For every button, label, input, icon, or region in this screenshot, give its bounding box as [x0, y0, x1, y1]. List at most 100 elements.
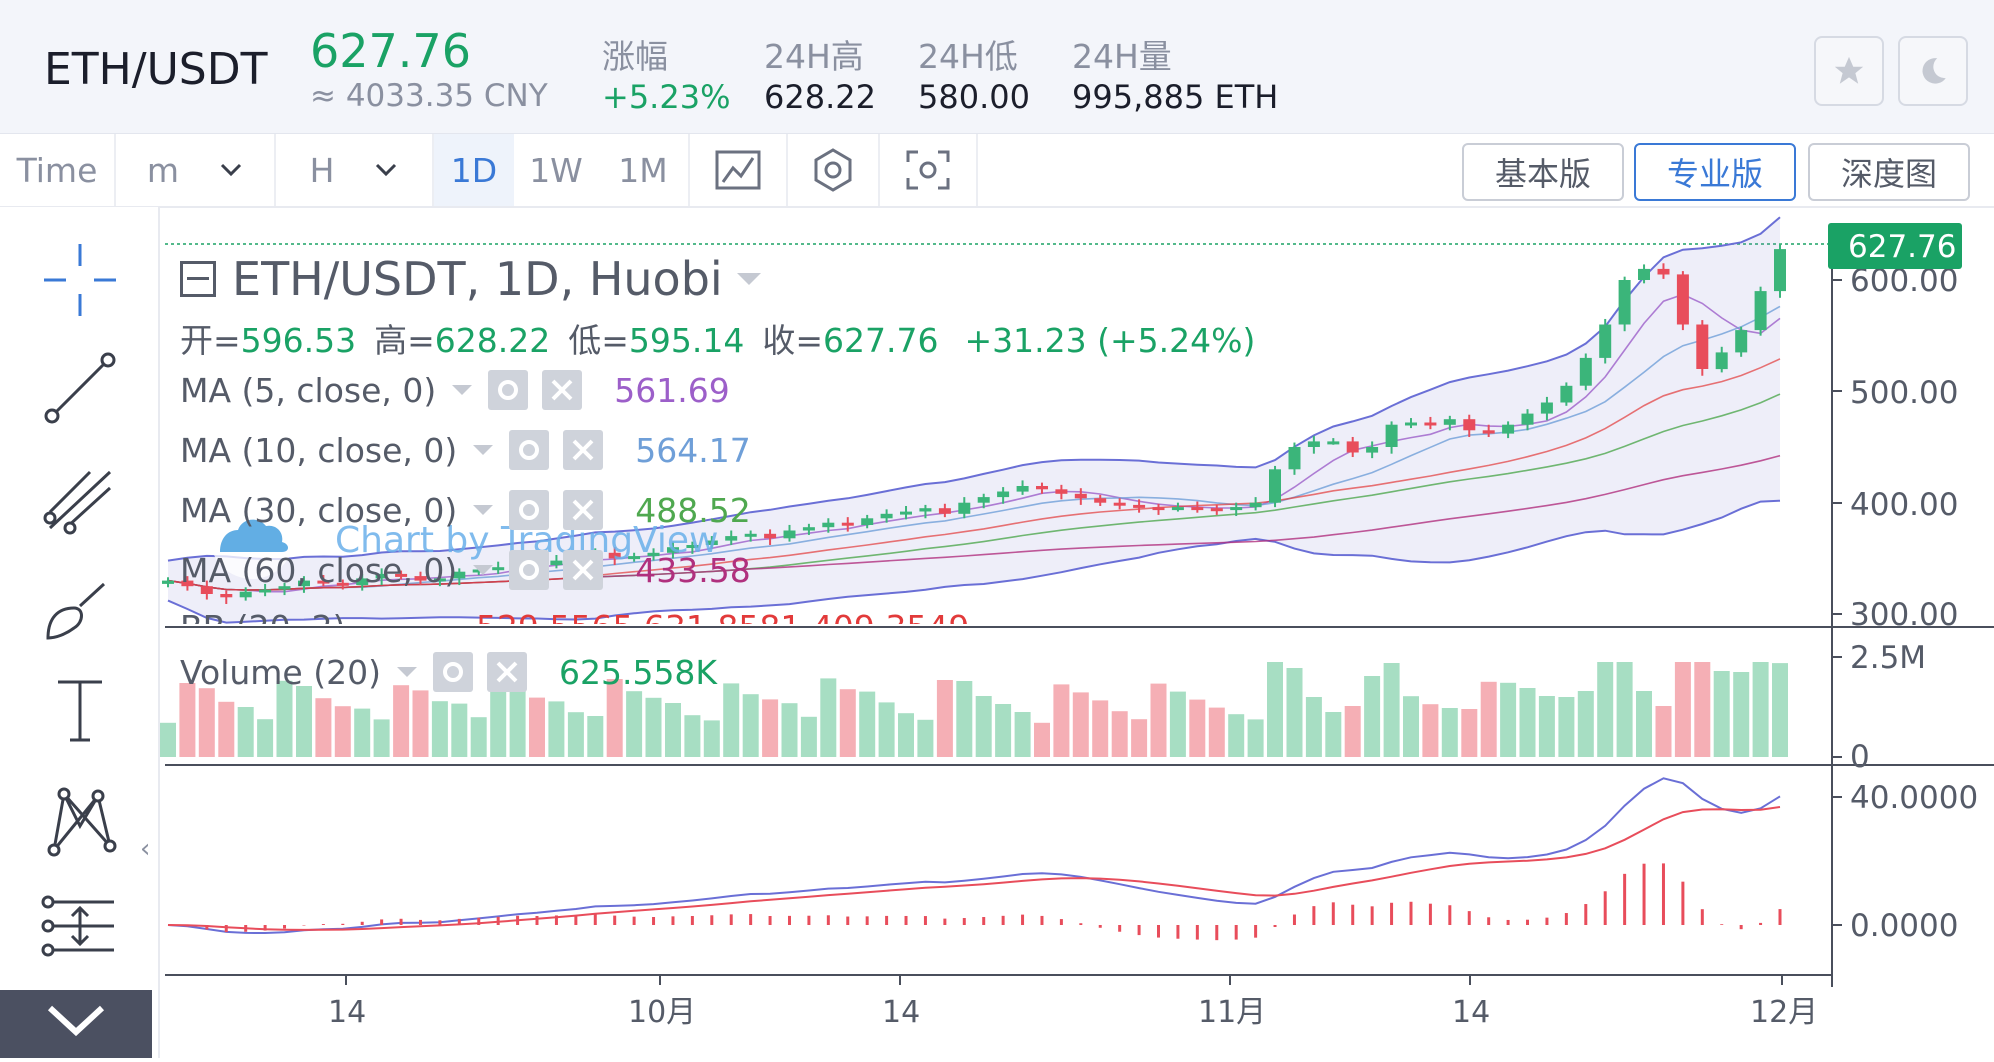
gear-icon[interactable] — [509, 430, 550, 470]
fib-tool[interactable] — [30, 448, 130, 548]
chart-style-button[interactable] — [690, 134, 788, 206]
price-chart[interactable]: 600.00 500.00 400.00 300.00 627.76 2.5M … — [160, 207, 1994, 1058]
interval-1m[interactable]: 1M — [598, 134, 690, 206]
volume-bar — [800, 716, 817, 757]
bollinger-bands — [167, 216, 1781, 624]
crosshair-tool[interactable] — [30, 230, 130, 330]
volume-legend[interactable]: Volume (20) 625.558K — [180, 652, 717, 692]
volume-bar — [509, 686, 526, 757]
volume-bar — [1403, 696, 1419, 757]
volume-bar — [354, 708, 371, 757]
candle-body — [1521, 413, 1534, 425]
close-icon[interactable] — [542, 370, 583, 410]
candle-body — [958, 502, 971, 514]
hour-dropdown[interactable]: H — [276, 134, 434, 206]
volume-bar — [1713, 671, 1730, 757]
expand-left-icon[interactable]: ‹ — [140, 834, 151, 864]
open-value: 596.53 — [240, 321, 357, 360]
candle-body — [938, 508, 951, 514]
collapse-legend-icon[interactable] — [180, 261, 216, 297]
text-icon — [58, 680, 102, 742]
measure-icon — [41, 895, 114, 957]
candle-body — [861, 518, 874, 525]
low-label: 低= — [568, 321, 629, 360]
gear-icon[interactable] — [432, 652, 473, 692]
pro-view-button[interactable]: 专业版 — [1634, 143, 1796, 201]
candle-body — [1735, 330, 1748, 353]
chart-legend-title[interactable]: ETH/USDT, 1D, Huobi — [180, 252, 763, 306]
candle-body — [1307, 441, 1320, 447]
ma60-legend[interactable]: MA (60, close, 0) 433.58 — [180, 550, 751, 590]
candle-body — [900, 511, 912, 515]
basic-view-button[interactable]: 基本版 — [1462, 143, 1624, 201]
volume-bar — [975, 696, 992, 757]
candle-body — [1346, 441, 1359, 453]
ma30-label: MA (30, close, 0) — [180, 490, 458, 530]
basic-view-label: 基本版 — [1494, 155, 1591, 193]
indicators-button[interactable] — [788, 134, 880, 206]
measure-tool[interactable] — [30, 876, 130, 976]
close-icon[interactable] — [563, 490, 604, 530]
favorite-button[interactable] — [1814, 36, 1884, 106]
trendline-tool[interactable] — [30, 338, 130, 438]
night-mode-button[interactable] — [1898, 36, 1968, 106]
ma10-legend[interactable]: MA (10, close, 0) 564.17 — [180, 430, 751, 470]
volume-bar — [529, 697, 545, 757]
volume-bar — [1422, 704, 1439, 757]
ma30-legend[interactable]: MA (30, close, 0) 488.52 — [180, 490, 751, 530]
change-label: 涨幅 — [602, 37, 668, 76]
interval-1d[interactable]: 1D — [434, 134, 514, 206]
macd-axis: 40.0000 0.0000 — [1832, 780, 1978, 944]
candle-body — [919, 508, 932, 512]
candle-body — [1443, 419, 1456, 425]
pattern-tool[interactable] — [30, 770, 130, 870]
close-icon[interactable] — [563, 430, 604, 470]
volume-bar — [723, 683, 740, 757]
close-icon[interactable] — [486, 652, 527, 692]
ma5-value: 561.69 — [614, 370, 730, 410]
volume-bar — [626, 691, 643, 757]
open-label: 开= — [180, 321, 241, 360]
candle-body — [667, 547, 679, 553]
candle-body — [1599, 324, 1612, 358]
ma5-legend[interactable]: MA (5, close, 0) 561.69 — [180, 370, 730, 410]
volume-bar — [1150, 683, 1167, 757]
screenshot-button[interactable] — [880, 134, 978, 206]
price-tick: 300.00 — [1850, 597, 1958, 633]
interval-1w-label: 1W — [529, 150, 583, 190]
candle-body — [744, 533, 757, 537]
macd-line — [167, 777, 1781, 935]
volume-bar — [878, 702, 895, 757]
collapse-tools-button[interactable] — [0, 990, 152, 1058]
candle-body — [1230, 507, 1243, 511]
volume-bar — [218, 701, 235, 757]
volume-bar — [781, 703, 798, 757]
gear-icon[interactable] — [509, 550, 550, 590]
candle-body — [162, 580, 174, 584]
interval-1w[interactable]: 1W — [516, 134, 596, 206]
text-tool[interactable] — [30, 660, 130, 760]
volume-bar — [1538, 696, 1555, 757]
volume-bar — [567, 712, 584, 757]
volume-bar — [820, 678, 837, 757]
depth-view-button[interactable]: 深度图 — [1808, 143, 1970, 201]
gear-icon[interactable] — [488, 370, 529, 410]
time-button[interactable]: Time — [0, 134, 116, 206]
candle-body — [1618, 280, 1631, 325]
volume-bar — [1752, 662, 1769, 757]
ticker-header — [0, 0, 1994, 134]
candle-body — [1696, 324, 1709, 369]
candle-body — [628, 556, 641, 560]
candle-body — [764, 533, 777, 539]
caret-down-icon — [736, 273, 761, 285]
caret-down-icon — [473, 565, 494, 575]
brush-tool[interactable] — [30, 556, 130, 656]
minute-dropdown[interactable]: m — [116, 134, 276, 206]
volume-bar — [276, 680, 293, 757]
close-icon[interactable] — [563, 550, 604, 590]
close-label: 收= — [762, 321, 824, 360]
candle-body — [492, 567, 505, 571]
volume-bar — [1461, 709, 1478, 757]
gear-icon[interactable] — [509, 490, 550, 530]
candle-body — [1657, 268, 1670, 275]
